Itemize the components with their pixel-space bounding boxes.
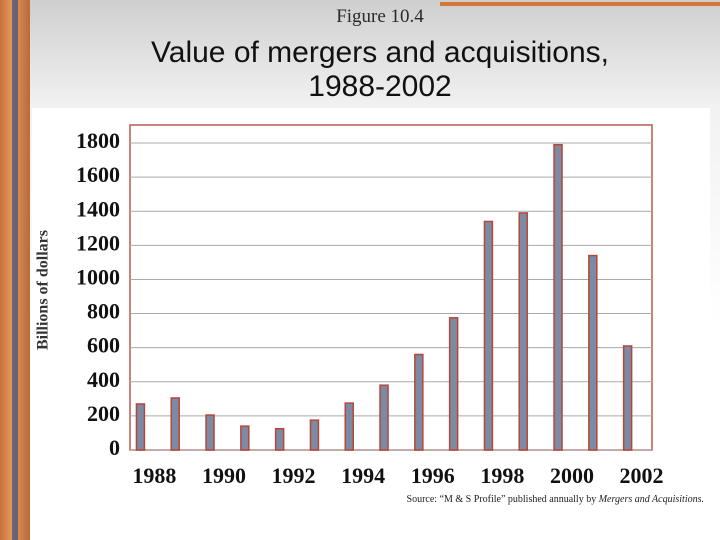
bar	[448, 317, 459, 451]
bar	[622, 345, 633, 451]
y-tick-label: 1200	[76, 230, 120, 255]
y-tick-label: 800	[87, 299, 120, 324]
bar	[414, 353, 424, 451]
x-tick-label: 2002	[620, 463, 664, 488]
bar	[518, 212, 528, 451]
x-tick-label: 1998	[480, 463, 524, 488]
x-tick-label: 1988	[132, 463, 176, 488]
y-tick-label: 200	[87, 401, 120, 426]
bar	[553, 143, 563, 451]
figure-number: Figure 10.4	[336, 6, 424, 27]
x-tick-label: 1990	[202, 463, 246, 488]
bar	[170, 397, 180, 451]
y-tick-label: 1600	[76, 162, 120, 187]
y-tick-label: 1800	[76, 128, 120, 153]
bar	[483, 220, 494, 451]
bar	[205, 414, 215, 451]
y-tick-label: 0	[109, 435, 120, 460]
bar	[274, 427, 285, 451]
y-tick-label: 400	[87, 367, 120, 392]
y-axis-label: Billions of dollars	[35, 230, 52, 350]
plot-area	[129, 124, 653, 451]
x-tick-label: 1994	[341, 463, 385, 488]
source-publication: Mergers and Acquisitions.	[598, 494, 704, 505]
bar	[135, 403, 146, 451]
x-tick-label: 2000	[550, 463, 594, 488]
bar	[588, 254, 598, 451]
x-tick-label: 1996	[411, 463, 455, 488]
bar	[344, 402, 354, 451]
source-text: Source: “M & S Profile” published annual…	[407, 494, 597, 505]
decor-stripe	[12, 0, 18, 540]
bar	[240, 425, 250, 451]
bar	[309, 419, 320, 451]
x-tick-label: 1992	[272, 463, 316, 488]
chart-title: Value of mergers and acquisitions, 1988-…	[150, 36, 610, 103]
source-note: Source: “M & S Profile” published annual…	[407, 494, 704, 505]
decor-line	[440, 2, 720, 6]
bar	[379, 384, 389, 451]
y-tick-label: 1400	[76, 196, 120, 221]
y-tick-label: 1000	[76, 264, 120, 289]
y-tick-label: 600	[87, 333, 120, 358]
